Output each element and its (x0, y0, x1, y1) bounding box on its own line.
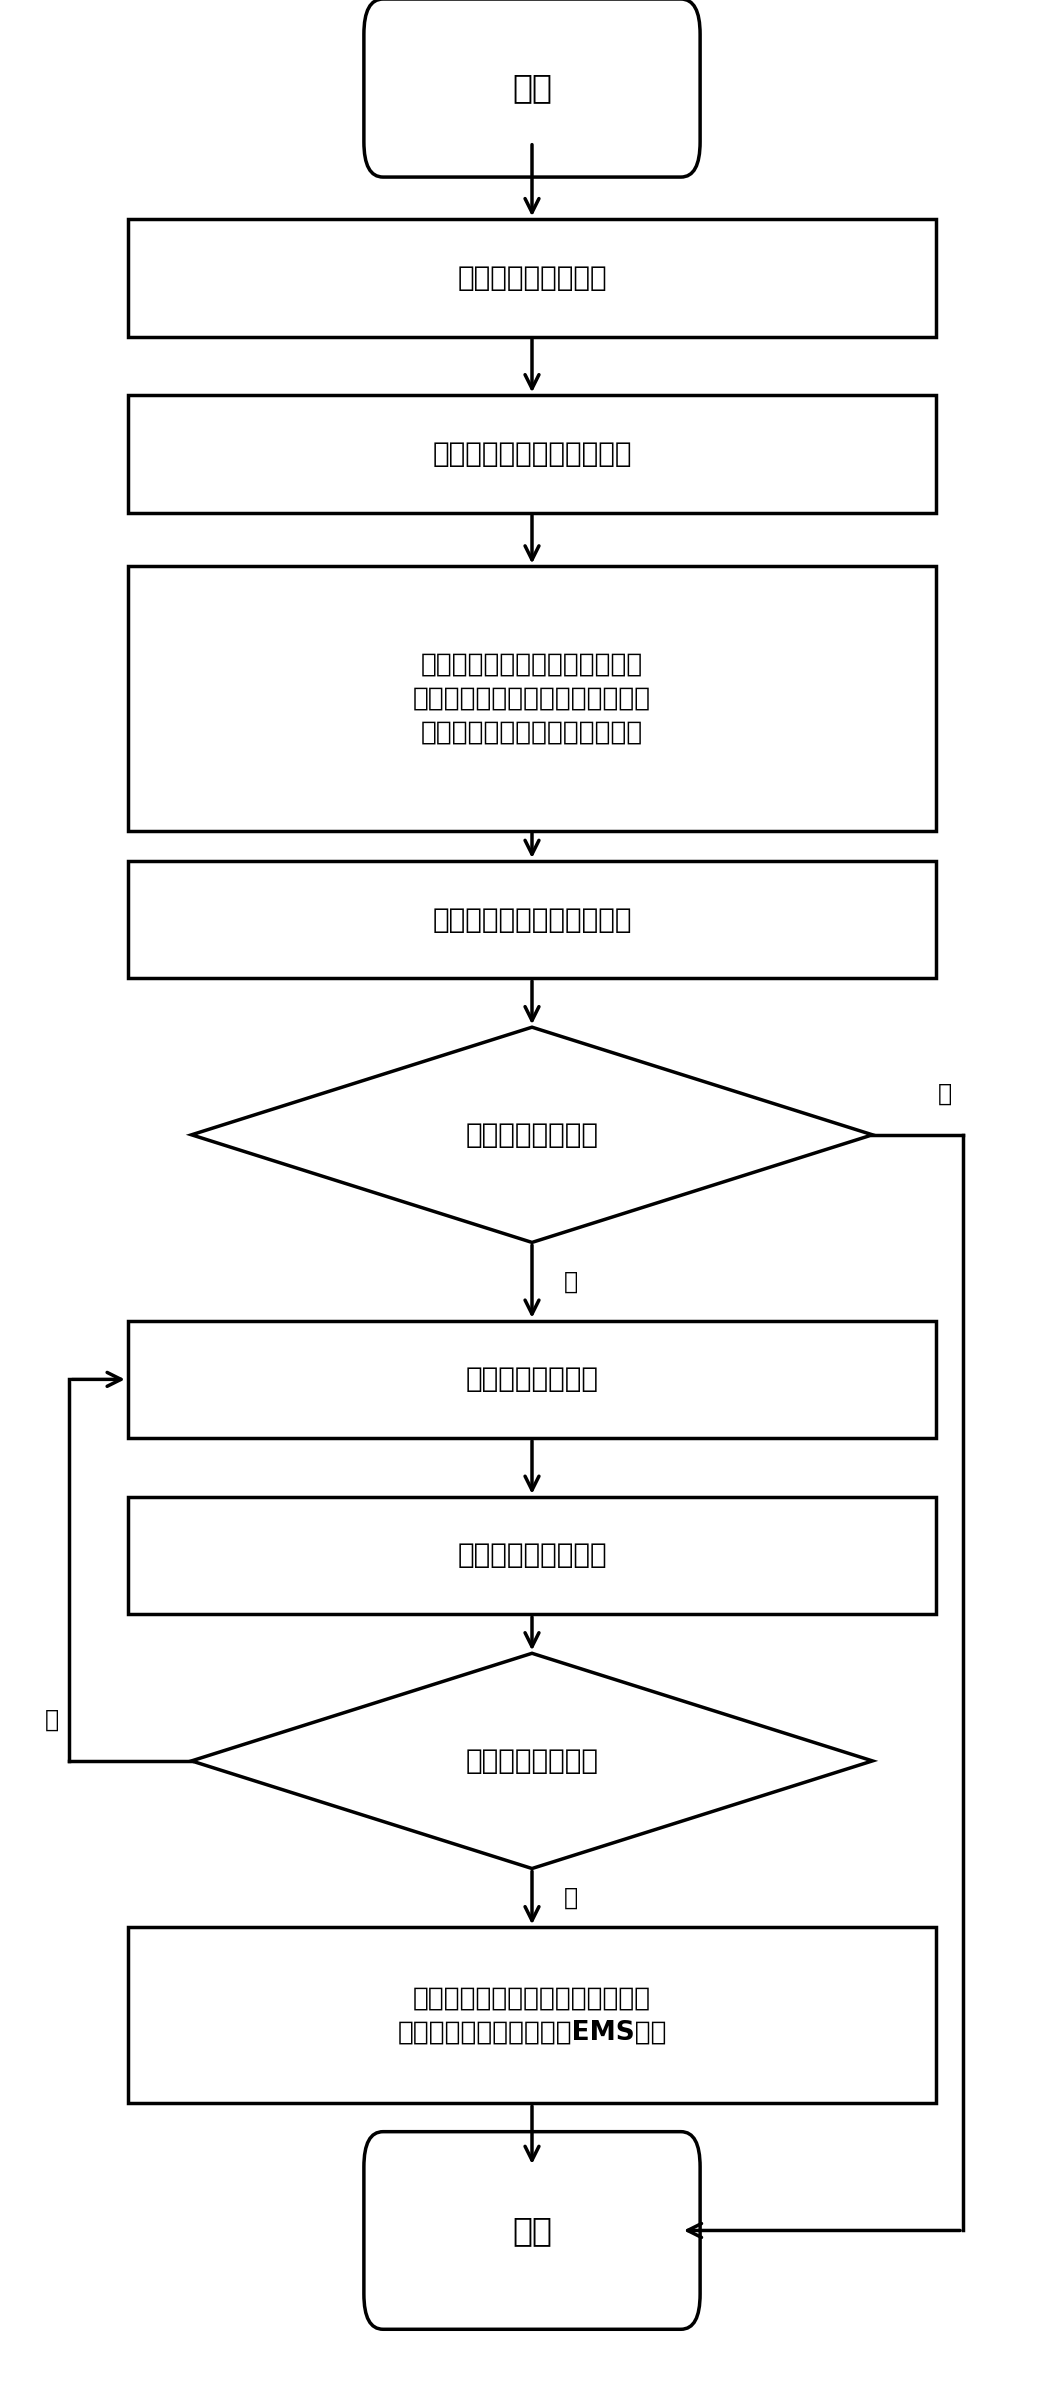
Text: 是否满足断面要求: 是否满足断面要求 (466, 1747, 598, 1776)
Text: 开始: 开始 (512, 72, 552, 105)
Polygon shape (192, 1654, 872, 1869)
FancyBboxPatch shape (364, 2132, 700, 2330)
Bar (128, 566, 936, 831)
Text: 下发直流传输功率计划、机组功率
计划、省间联络线计划到EMS系统: 下发直流传输功率计划、机组功率 计划、省间联络线计划到EMS系统 (397, 1986, 667, 2046)
Text: 否: 否 (938, 1081, 952, 1105)
Text: 计算功率偏差（调整功率）: 计算功率偏差（调整功率） (432, 905, 632, 933)
Bar (128, 396, 936, 513)
Text: 装载间歇性能源的超短期功率预
测、超短期负荷预测、直流线路传
输功率、联络线计划、机组计划: 装载间歇性能源的超短期功率预 测、超短期负荷预测、直流线路传 输功率、联络线计划… (413, 652, 651, 745)
Text: 结束: 结束 (512, 2215, 552, 2246)
Polygon shape (192, 1026, 872, 1241)
Text: 功率交替调整分配: 功率交替调整分配 (466, 1365, 598, 1394)
Bar (128, 220, 936, 337)
Text: 偏差是否超过死区: 偏差是否超过死区 (466, 1122, 598, 1148)
Text: 根据机组性能确定机组分类: 根据机组性能确定机组分类 (432, 439, 632, 468)
Text: 滚动计算未来态潮流: 滚动计算未来态潮流 (458, 1542, 606, 1571)
Bar (128, 1320, 936, 1437)
Bar (128, 1497, 936, 1614)
Text: 是: 是 (564, 1886, 578, 1910)
Text: 是: 是 (564, 1270, 578, 1294)
Bar (128, 862, 936, 979)
Text: 生成功率转移因子表: 生成功率转移因子表 (458, 265, 606, 291)
Bar (128, 1926, 936, 2103)
Text: 否: 否 (45, 1707, 59, 1731)
FancyBboxPatch shape (364, 0, 700, 177)
